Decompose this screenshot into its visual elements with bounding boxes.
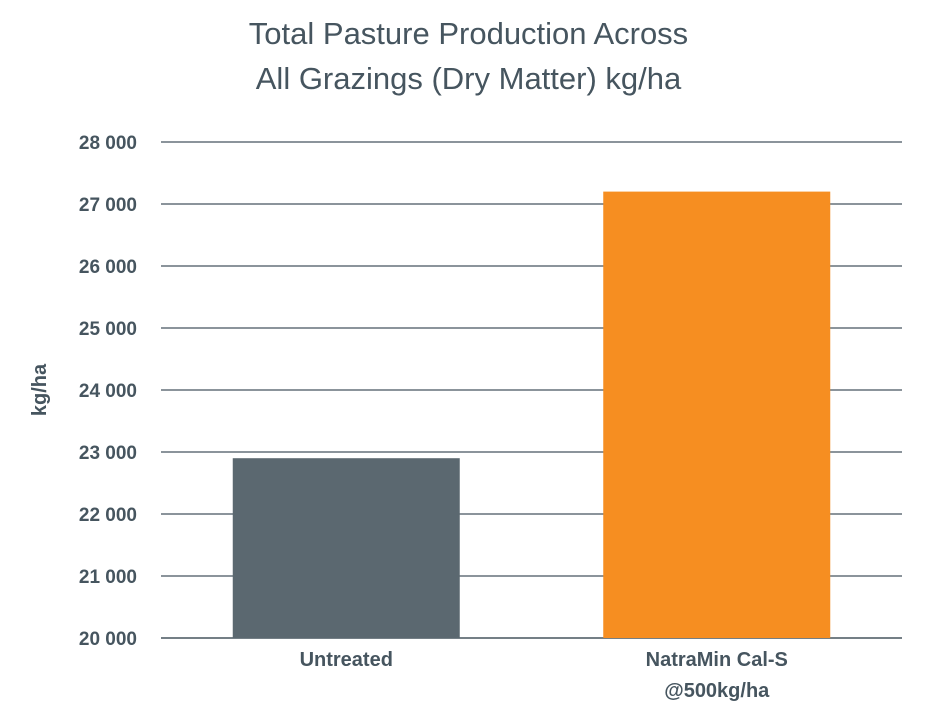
bar [232, 458, 460, 638]
x-tick-label: @500kg/ha [664, 680, 770, 702]
y-axis-label: kg/ha [29, 363, 51, 416]
y-tick-label: 21 000 [79, 567, 137, 588]
chart-title-line-2: All Grazings (Dry Matter) kg/ha [255, 61, 682, 96]
chart-title-line-1: Total Pasture Production Across [248, 16, 689, 51]
y-tick-label: 23 000 [79, 443, 137, 464]
y-tick-label: 20 000 [79, 629, 137, 650]
x-tick-label: NatraMin Cal-S [646, 649, 788, 671]
y-tick-label: 22 000 [79, 505, 137, 526]
bar [603, 191, 831, 638]
x-tick-label: Untreated [300, 649, 393, 671]
y-tick-label: 27 000 [79, 195, 137, 216]
y-tick-label: 26 000 [79, 257, 137, 278]
y-tick-label: 28 000 [79, 133, 137, 154]
y-tick-label: 24 000 [79, 381, 137, 402]
y-tick-label: 25 000 [79, 319, 137, 340]
